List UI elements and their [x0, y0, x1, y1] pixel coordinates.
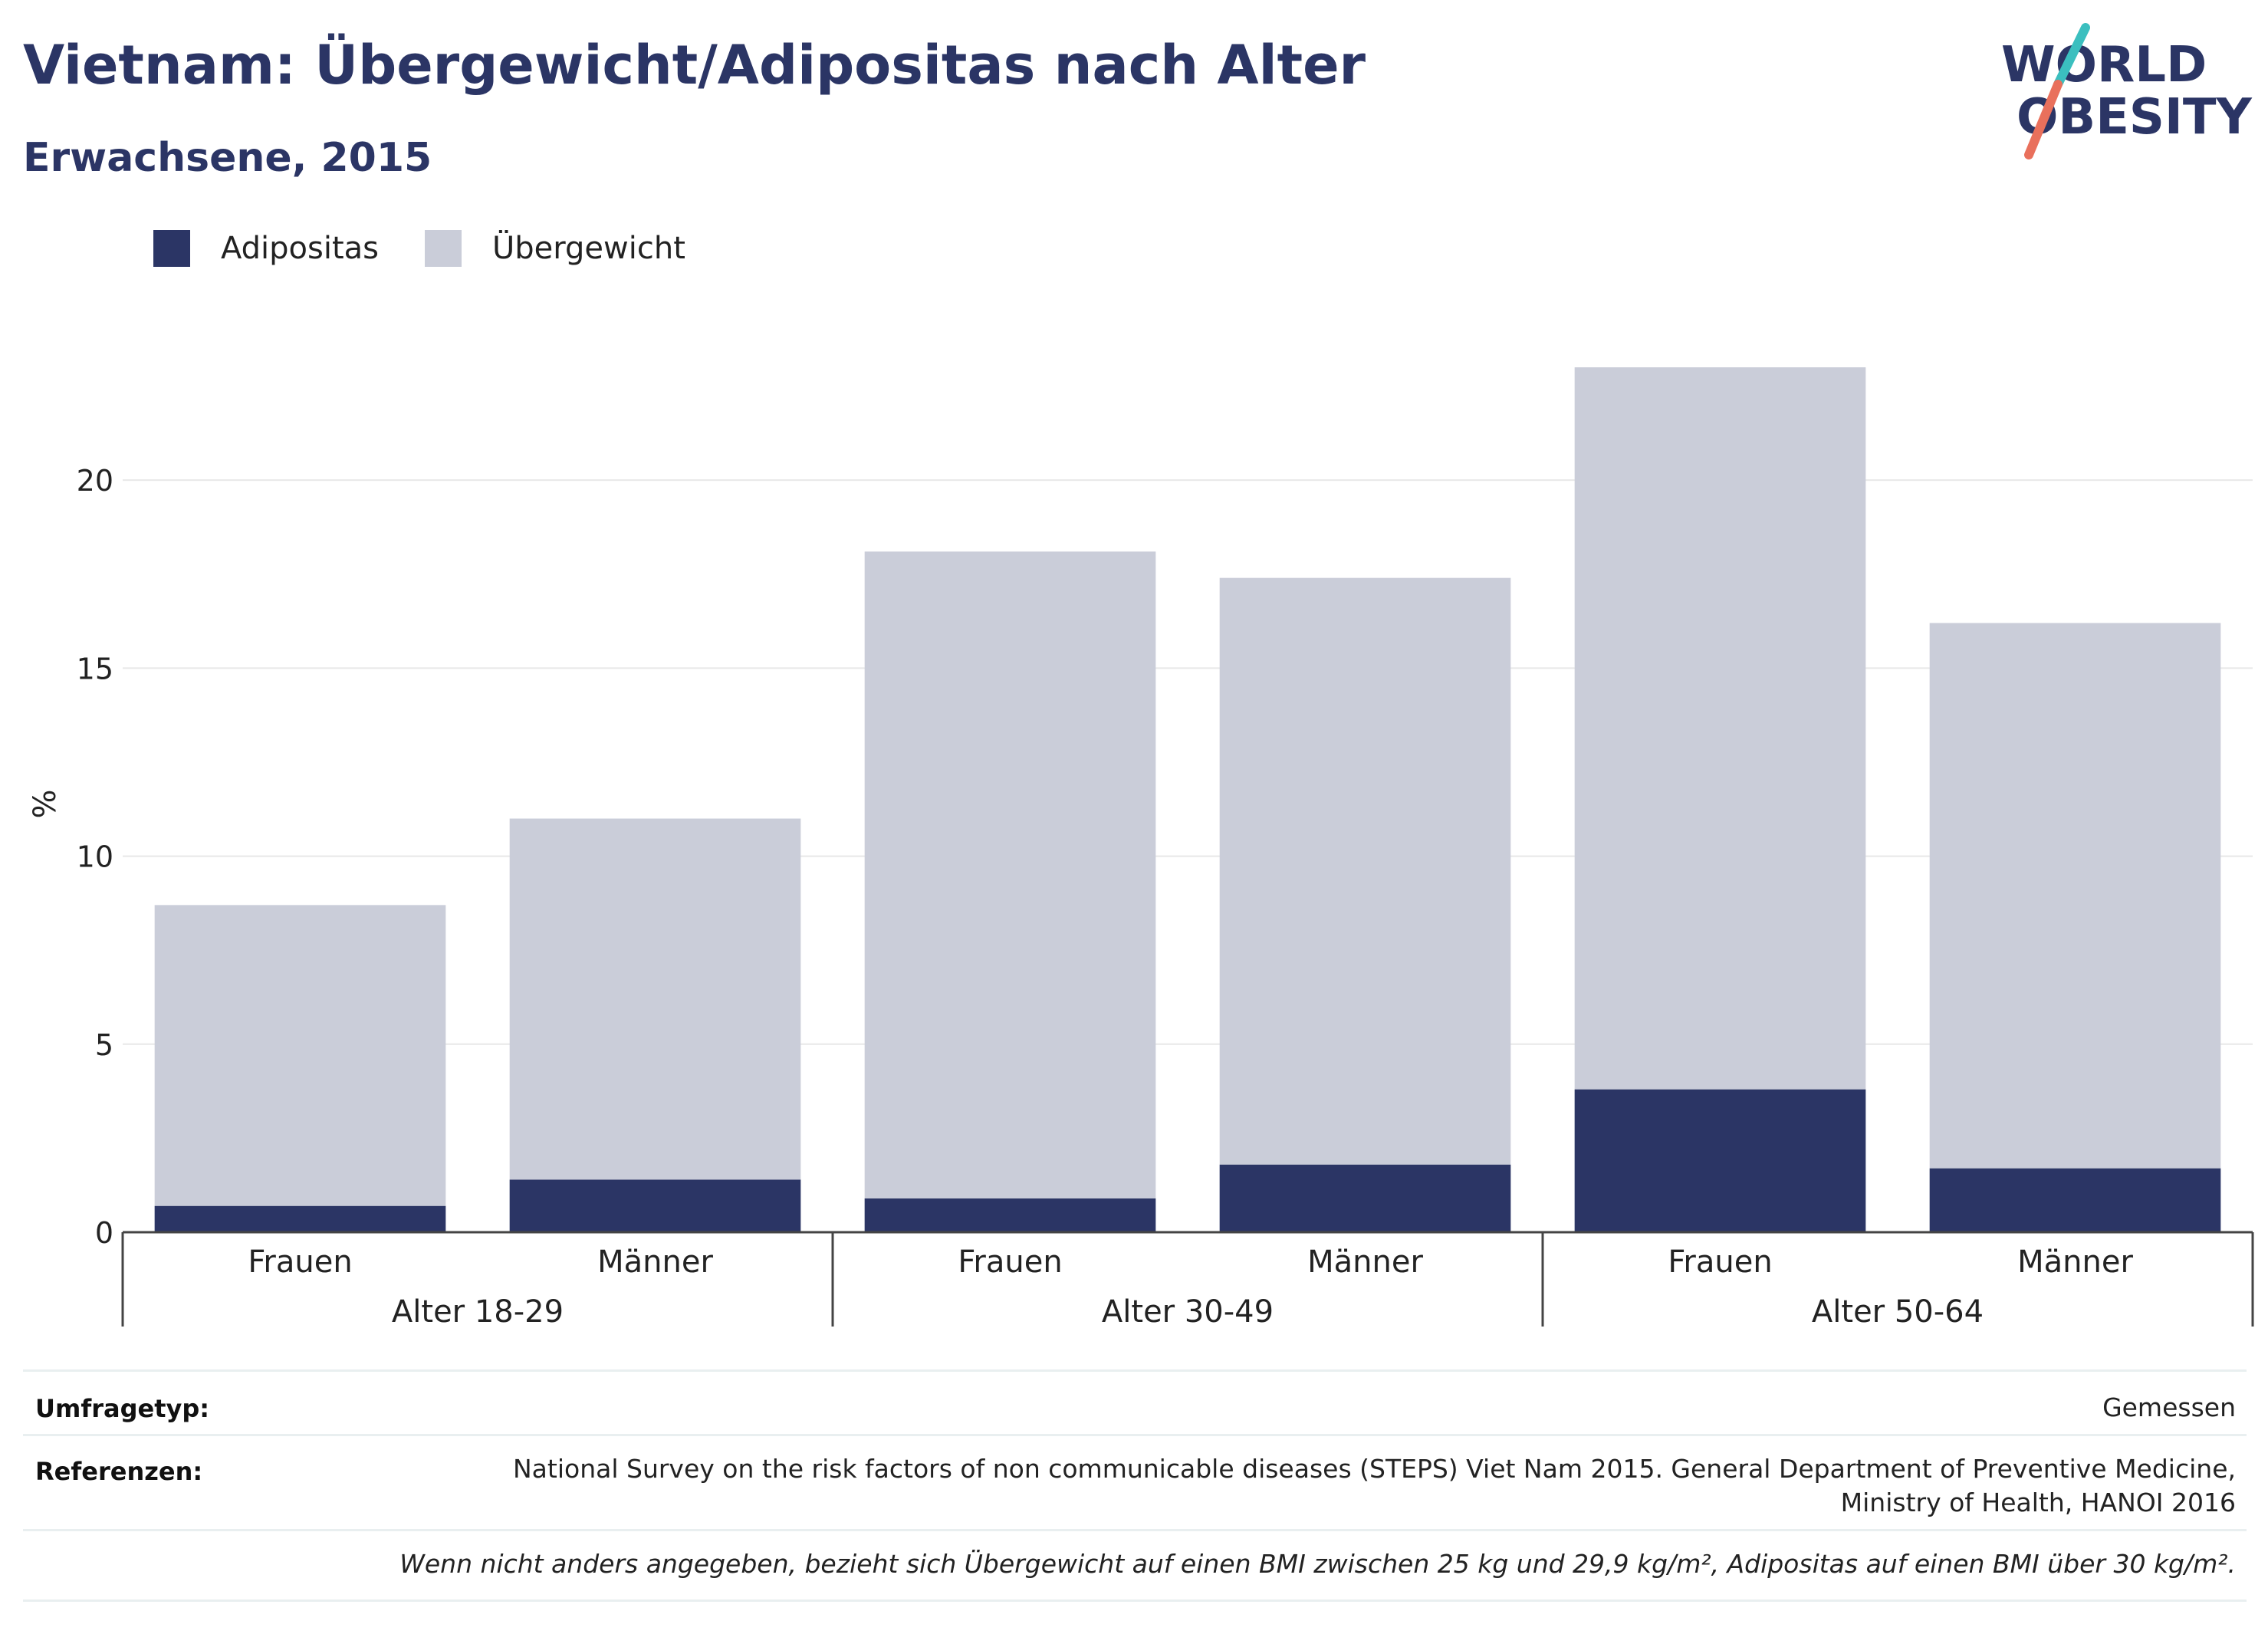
- x-tick-label: Frauen: [958, 1244, 1062, 1280]
- x-tick-label: Männer: [597, 1244, 713, 1280]
- group-label: Alter 18-29: [392, 1294, 564, 1330]
- bar-uebergewicht: [1219, 577, 1511, 1165]
- logo-line-1: WORLD: [2001, 37, 2207, 94]
- legend-item-adipositas: Adipositas: [153, 230, 379, 267]
- info-divider: [23, 1599, 2247, 1602]
- group-label: Alter 30-49: [1102, 1294, 1274, 1330]
- logo-slash-icon: [2024, 23, 2090, 159]
- references-line-1: National Survey on the risk factors of n…: [513, 1454, 2236, 1484]
- y-tick-label: 10: [77, 840, 113, 874]
- group-label: Alter 50-64: [1812, 1294, 1984, 1330]
- survey-type-value: Gemessen: [2102, 1392, 2236, 1422]
- bar-uebergewicht: [1929, 623, 2221, 1169]
- references-label: Referenzen:: [35, 1457, 203, 1486]
- bar-uebergewicht: [864, 551, 1156, 1198]
- x-tick-label: Frauen: [1668, 1244, 1772, 1280]
- bar-adipositas: [864, 1198, 1156, 1232]
- references-line-2: Ministry of Health, HANOI 2016: [1840, 1488, 2236, 1517]
- bar-chart: 0 5 10 15 20% Frauen Männer Frauen Männer Frauen M…: [28, 367, 2254, 1330]
- y-tick-label: 20: [77, 464, 113, 498]
- info-divider: [23, 1434, 2247, 1436]
- bar-uebergewicht: [1574, 367, 1866, 1090]
- legend-swatch-uebergewicht: [425, 230, 462, 267]
- bar-uebergewicht: [154, 905, 446, 1206]
- bar-adipositas: [509, 1179, 801, 1232]
- bar-uebergewicht: [509, 818, 801, 1180]
- info-divider: [23, 1369, 2247, 1372]
- legend-item-uebergewicht: Übergewicht: [425, 230, 685, 267]
- bar-adipositas: [154, 1205, 446, 1232]
- info-divider: [23, 1529, 2247, 1531]
- chart-title: Vietnam: Übergewicht/Adipositas nach Alt…: [23, 34, 1366, 97]
- definition-note: Wenn nicht anders angegeben, bezieht sic…: [399, 1549, 2236, 1579]
- y-tick-label: 15: [77, 652, 113, 685]
- bar-adipositas: [1574, 1089, 1866, 1232]
- x-tick-label: Männer: [1307, 1244, 1423, 1280]
- legend-label-adipositas: Adipositas: [221, 231, 380, 266]
- chart-subtitle: Erwachsene, 2015: [23, 135, 432, 181]
- bar-adipositas: [1929, 1168, 2221, 1232]
- x-tick-label: Frauen: [248, 1244, 352, 1280]
- chart-legend: Adipositas Übergewicht: [153, 230, 731, 267]
- legend-label-uebergewicht: Übergewicht: [492, 231, 685, 266]
- references-value: National Survey on the risk factors of n…: [513, 1452, 2236, 1520]
- y-axis-label: %: [28, 789, 63, 818]
- survey-type-label: Umfragetyp:: [35, 1394, 210, 1423]
- y-tick-label: 0: [95, 1216, 113, 1250]
- y-tick-label: 5: [95, 1028, 113, 1062]
- bar-adipositas: [1219, 1164, 1511, 1232]
- x-tick-label: Männer: [2017, 1244, 2133, 1280]
- world-obesity-logo: WORLD OBESITY: [2001, 23, 2254, 165]
- legend-swatch-adipositas: [153, 230, 190, 267]
